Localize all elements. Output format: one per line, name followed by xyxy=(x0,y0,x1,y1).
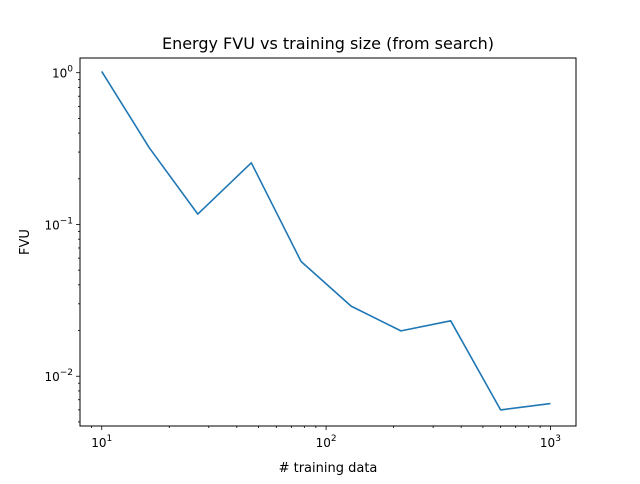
x-tick-label: 101 xyxy=(91,434,112,450)
x-tick-label: 102 xyxy=(316,434,337,450)
series-group xyxy=(101,70,551,411)
y-axis-label: FVU xyxy=(18,229,33,255)
chart-title: Energy FVU vs training size (from search… xyxy=(162,34,494,53)
x-tick-label: 103 xyxy=(540,434,561,450)
y-tick-label: 10−2 xyxy=(44,368,73,384)
y-axis-ticks: 10−2 10−1 100 xyxy=(44,65,80,423)
y-tick-label: 10−1 xyxy=(44,216,73,232)
y-tick-label: 100 xyxy=(52,65,73,81)
series-line xyxy=(101,70,551,411)
x-axis-label: # training data xyxy=(279,461,378,476)
plot-area xyxy=(79,57,577,427)
x-axis-ticks: 101 102 103 xyxy=(91,426,561,450)
